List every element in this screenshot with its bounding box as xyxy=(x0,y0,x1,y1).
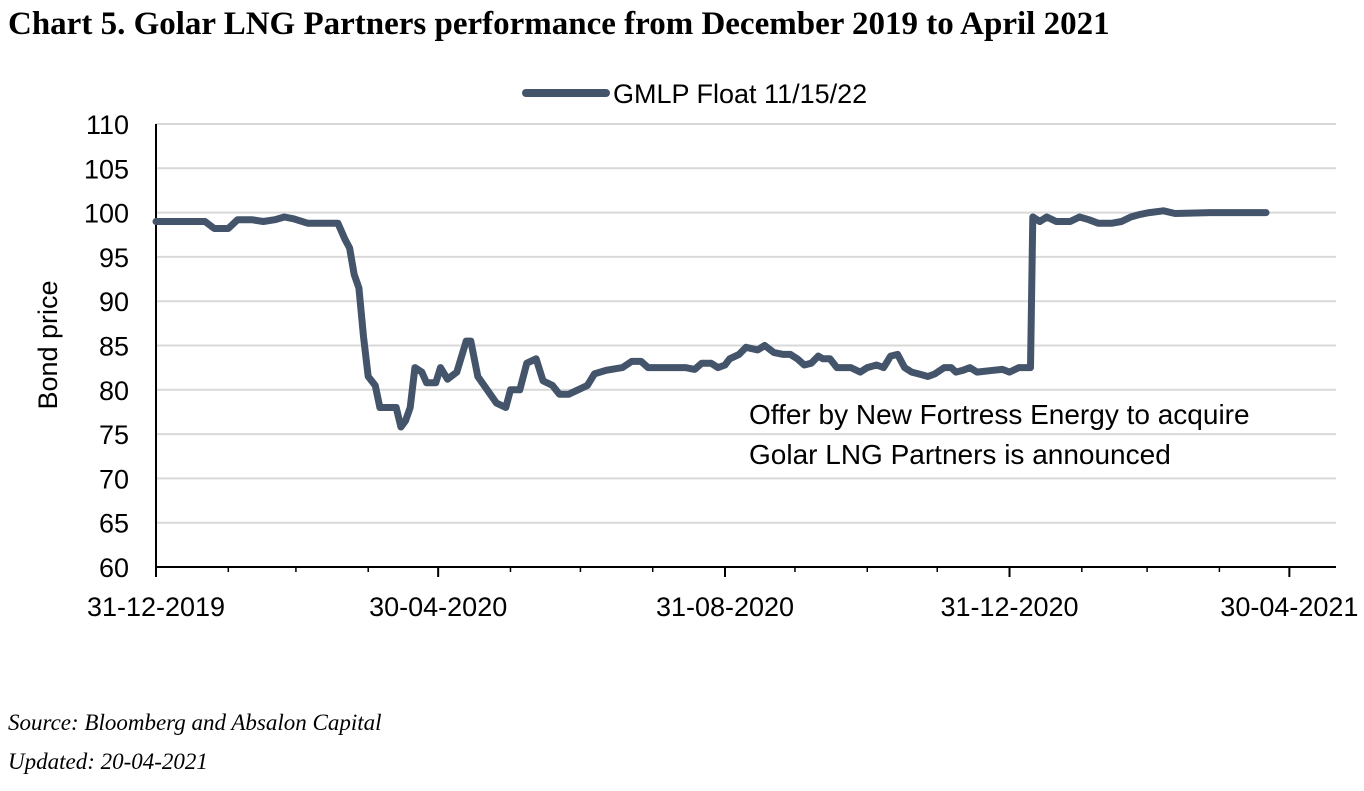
x-tick-label: 31-12-2019 xyxy=(87,592,225,622)
x-tick-label: 31-12-2020 xyxy=(940,592,1078,622)
x-axis: 31-12-2019 30-04-2020 31-08-2020 31-12-2020… xyxy=(87,124,1358,622)
source-note: Source: Bloomberg and Absalon Capital xyxy=(8,710,382,735)
y-tick-label: 75 xyxy=(99,420,129,450)
x-tick-label: 30-04-2020 xyxy=(369,592,507,622)
x-tick-label: 31-08-2020 xyxy=(656,592,794,622)
y-tick-label: 100 xyxy=(84,199,129,229)
legend: GMLP Float 11/15/22 xyxy=(522,79,867,109)
chart-title: Chart 5. Golar LNG Partners performance … xyxy=(8,6,1110,42)
updated-note: Updated: 20-04-2021 xyxy=(8,749,208,774)
y-tick-label: 90 xyxy=(99,287,129,317)
y-tick-label: 85 xyxy=(99,332,129,362)
y-tick-label: 80 xyxy=(99,376,129,406)
y-tick-label: 65 xyxy=(99,509,129,539)
gridlines xyxy=(156,123,1336,524)
series-path xyxy=(152,207,1270,431)
y-tick-label: 105 xyxy=(84,154,129,184)
annotation-line-1: Offer by New Fortress Energy to acquire xyxy=(749,399,1250,430)
y-tick-label: 60 xyxy=(99,553,129,583)
y-axis-label: Bond price xyxy=(33,280,63,409)
series-line xyxy=(152,207,1270,431)
annotation-line-2: Golar LNG Partners is announced xyxy=(749,439,1171,470)
legend-label: GMLP Float 11/15/22 xyxy=(613,79,867,109)
y-tick-labels: 60 65 70 75 80 85 90 95 100 105 110 xyxy=(84,110,129,583)
y-tick-label: 70 xyxy=(99,464,129,494)
y-tick-label: 110 xyxy=(86,110,129,140)
y-tick-label: 95 xyxy=(99,243,129,273)
x-tick-label: 30-04-2021 xyxy=(1220,592,1358,622)
